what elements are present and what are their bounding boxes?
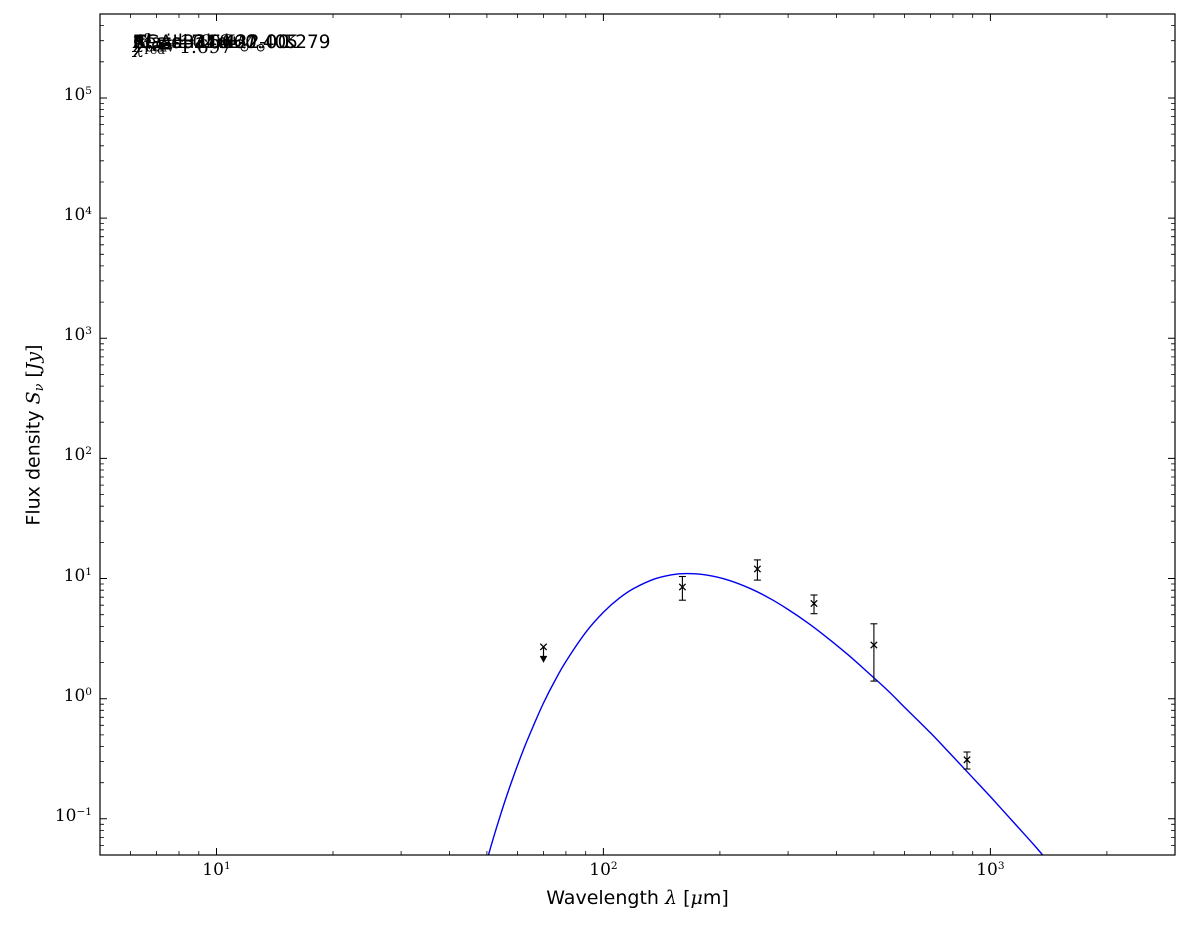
y-tick-label: 105	[63, 84, 92, 105]
minor-tick-marks	[100, 14, 1175, 855]
axes-frame	[99, 13, 1176, 856]
data-point	[963, 751, 971, 770]
annotation-class: Class: 24d	[133, 32, 230, 53]
annotation-chi-squared-reduced: χ 2 red = 0.566	[133, 30, 246, 58]
x-marker	[678, 583, 687, 591]
annotation-bolometric-luminosity: Lbol = 7.0 L⊙	[133, 32, 250, 55]
x-marker	[810, 599, 818, 608]
upper-limit-arrow	[539, 655, 548, 663]
data-point	[870, 623, 878, 682]
annotation-dust-temperature: Tc = 17.5 ± 2.0 K	[133, 32, 298, 55]
data-point	[678, 575, 687, 601]
major-tick-marks	[100, 14, 1175, 855]
y-axis-label: Flux density Sν [Jy]	[22, 343, 46, 526]
annotation-source: AGAL331.422-00.279	[133, 32, 331, 53]
fit-curve	[487, 572, 1044, 855]
y-tick-label: 103	[63, 325, 92, 346]
data-point	[539, 643, 548, 663]
y-tick-label: 104	[63, 205, 92, 226]
y-tick-label: 101	[63, 565, 92, 586]
annotation-chi-squared: χ2 = 1.697	[133, 36, 233, 59]
x-marker	[963, 756, 971, 764]
x-tick-label: 102	[589, 860, 618, 880]
x-tick-label: 103	[976, 860, 1005, 880]
x-marker	[870, 641, 878, 649]
data-point	[753, 559, 762, 581]
y-tick-label: 10−1	[54, 805, 92, 826]
x-tick-label: 101	[202, 860, 231, 880]
x-marker	[753, 565, 762, 573]
data-point	[810, 594, 818, 615]
y-tick-label: 102	[63, 445, 92, 466]
annotation-residual: Residual = -0.405	[133, 32, 299, 53]
x-axis-label: Wavelength λ [μm]	[546, 887, 729, 909]
x-marker	[539, 643, 548, 651]
annotation-envelope-mass: Menv = 2.0 M⊙	[133, 32, 266, 55]
y-tick-label: 100	[63, 685, 92, 706]
